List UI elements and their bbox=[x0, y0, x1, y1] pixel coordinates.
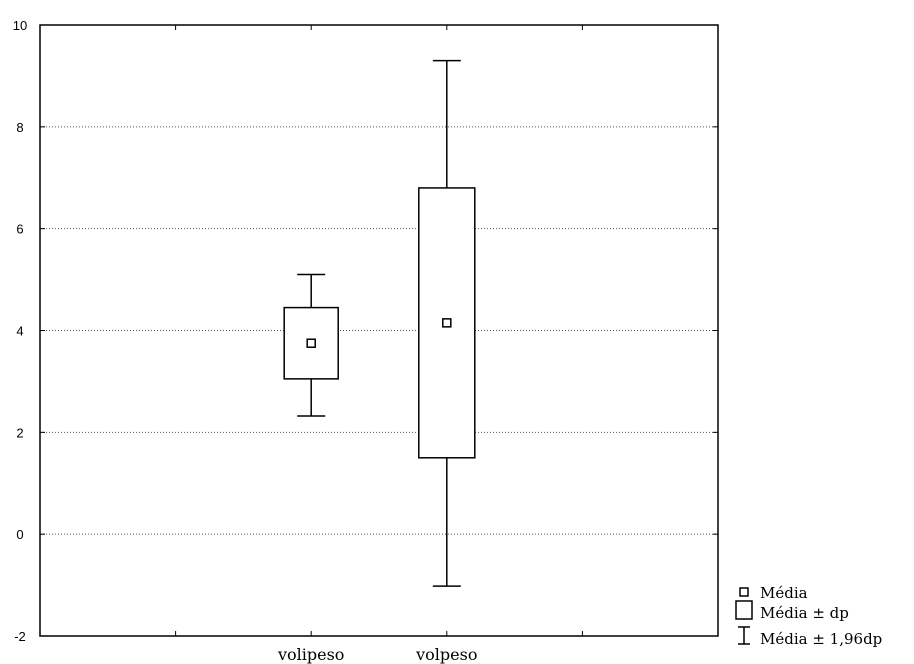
y-tick-label: 8 bbox=[16, 120, 23, 135]
legend-label: Média bbox=[760, 584, 808, 602]
y-tick-label: 6 bbox=[16, 222, 23, 237]
y-axis: -2 0 2 4 6 8 10 bbox=[13, 18, 718, 644]
legend-mean-symbol bbox=[739, 587, 749, 597]
sd-box bbox=[418, 187, 476, 459]
y-tick-label: -2 bbox=[14, 629, 26, 644]
x-category-label: volpeso bbox=[415, 645, 477, 664]
legend-label: Média ± dp bbox=[760, 604, 849, 622]
y-tick-label: 4 bbox=[16, 324, 23, 339]
y-tick-label: 0 bbox=[16, 527, 23, 542]
grid-lines bbox=[40, 126, 718, 535]
mean-marker bbox=[306, 338, 316, 348]
legend-label: Média ± 1,96dp bbox=[760, 630, 882, 648]
y-tick-label: 2 bbox=[16, 425, 23, 440]
mean-marker bbox=[442, 318, 452, 328]
y-tick-label: 10 bbox=[13, 18, 27, 33]
legend: Média Média ± dp Média ± 1,96dp bbox=[735, 584, 882, 648]
x-category-label: volipeso bbox=[277, 645, 344, 664]
x-axis: volipeso volpeso bbox=[175, 25, 583, 664]
data-marks bbox=[283, 59, 476, 587]
legend-box-symbol bbox=[735, 600, 753, 620]
